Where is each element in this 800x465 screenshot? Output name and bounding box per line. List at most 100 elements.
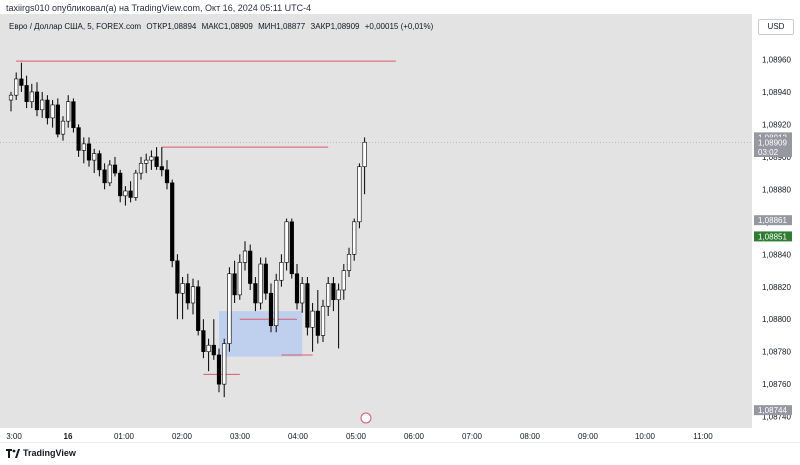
time-tick-label: 3:00 — [6, 432, 22, 441]
candle-body-25 — [138, 163, 144, 174]
time-tick-label: 04:00 — [288, 432, 309, 441]
candle-body-51 — [274, 279, 279, 327]
candle-body-23 — [128, 190, 133, 198]
price-tick-label: 1,08940 — [762, 88, 791, 97]
candle-body-63 — [336, 289, 341, 301]
footer-bar — [0, 442, 800, 465]
candle-body-64 — [341, 270, 346, 291]
price-label-bg-5 — [754, 405, 792, 416]
candle-body-53 — [284, 221, 289, 263]
candle-body-30 — [164, 169, 170, 184]
price-tick-label: 1,08760 — [762, 380, 791, 389]
price-tick-label: 1,08740 — [762, 413, 791, 422]
candle-body-43 — [232, 273, 237, 296]
candle-body-17 — [97, 153, 102, 171]
candle-body-20 — [112, 164, 118, 174]
time-tick-label: 09:00 — [578, 432, 599, 441]
candle-body-52 — [279, 262, 284, 281]
candle-body-19 — [107, 164, 112, 184]
price-label-1: 1,08909 — [758, 138, 787, 147]
price-tick-label: 1,08960 — [762, 55, 791, 64]
price-label-2: 03:02 — [758, 148, 779, 157]
candle-body-29 — [159, 166, 164, 171]
price-label-bg-2 — [754, 147, 792, 157]
price-tick-label: 1,08900 — [762, 153, 791, 162]
price-label-bg-3 — [754, 215, 792, 226]
price-tick-label: 1,08920 — [762, 120, 791, 129]
currency-button[interactable]: USD — [758, 19, 794, 35]
time-tick-label: 06:00 — [404, 432, 425, 441]
price-label-bg-1 — [754, 137, 792, 148]
candle-body-22 — [123, 190, 128, 197]
candle-body-35 — [190, 286, 196, 304]
candle-body-3 — [24, 85, 29, 102]
candle-body-27 — [149, 156, 154, 161]
price-label-bg-4 — [754, 231, 792, 242]
brand-label: TradingView — [23, 448, 76, 458]
symbol-legend: Евро / Доллар США, 5, FOREX.com ОТКР1,08… — [9, 22, 436, 31]
legend-symbol: Евро / Доллар США, 5, FOREX.com — [9, 22, 142, 31]
candle-body-48 — [258, 263, 263, 304]
candle-body-32 — [175, 260, 180, 294]
candle-body-40 — [216, 354, 222, 385]
candle-body-1 — [14, 78, 19, 96]
time-tick-label: 10:00 — [635, 432, 656, 441]
candle-body-46 — [248, 250, 253, 284]
candle-body-6 — [40, 99, 45, 111]
candle-body-21 — [118, 172, 123, 197]
time-tick-label: 03:00 — [230, 432, 251, 441]
candle-body-68 — [362, 141, 367, 167]
candle-body-34 — [185, 283, 190, 304]
legend-close: ЗАКР1,08909 — [310, 22, 360, 31]
time-tick-label: 05:00 — [346, 432, 367, 441]
candle-body-11 — [66, 101, 71, 122]
price-tick-label: 1,08880 — [762, 185, 791, 194]
chart-plot-area[interactable] — [0, 14, 752, 428]
time-tick-label: 08:00 — [520, 432, 541, 441]
price-tick-label: 1,08800 — [762, 315, 791, 324]
candle-body-13 — [76, 127, 81, 151]
price-label-4: 1,08851 — [758, 232, 787, 241]
candle-body-24 — [133, 172, 138, 198]
replay-icon — [360, 412, 372, 424]
legend-open: ОТКР1,08894 — [146, 22, 197, 31]
candle-body-36 — [196, 286, 201, 331]
candle-body-45 — [242, 250, 248, 263]
tradingview-logo-icon — [6, 448, 20, 458]
candle-body-31 — [170, 182, 175, 262]
legend-low: МИН1,08877 — [258, 22, 306, 31]
time-tick-label: 11:00 — [693, 432, 713, 441]
tradingview-brand[interactable]: TradingView — [6, 448, 76, 458]
candle-body-16 — [92, 153, 97, 161]
time-axis[interactable] — [0, 428, 752, 442]
candle-body-0 — [8, 94, 14, 101]
candle-body-37 — [201, 330, 206, 352]
candle-body-2 — [19, 78, 24, 86]
publisher-caption: taxiirgs010 опубликовал(а) на TradingVie… — [6, 3, 312, 13]
demand-zone-0 — [219, 311, 303, 357]
candle-body-26 — [144, 159, 149, 164]
candle-body-50 — [268, 292, 274, 327]
candle-body-62 — [331, 283, 336, 301]
legend-high: МАКС1,08909 — [201, 22, 253, 31]
candle-body-67 — [357, 166, 362, 223]
legend-change: +0,00015 (+0,01%) — [364, 22, 434, 31]
candle-body-58 — [310, 310, 315, 328]
candle-body-56 — [300, 283, 305, 304]
price-label-3: 1,08861 — [758, 216, 787, 225]
candle-body-65 — [346, 253, 352, 271]
candle-body-10 — [60, 120, 66, 135]
candle-body-4 — [29, 91, 34, 102]
candle-body-42 — [227, 273, 232, 344]
candle-body-39 — [211, 344, 216, 356]
candle-body-61 — [326, 283, 331, 307]
candle-body-5 — [34, 91, 40, 111]
candle-body-57 — [305, 283, 310, 328]
candle-body-12 — [71, 101, 76, 128]
candle-body-8 — [50, 104, 55, 119]
time-tick-label: 07:00 — [462, 432, 483, 441]
candle-body-49 — [263, 263, 268, 294]
candle-body-28 — [154, 156, 159, 167]
candle-body-7 — [45, 99, 50, 119]
